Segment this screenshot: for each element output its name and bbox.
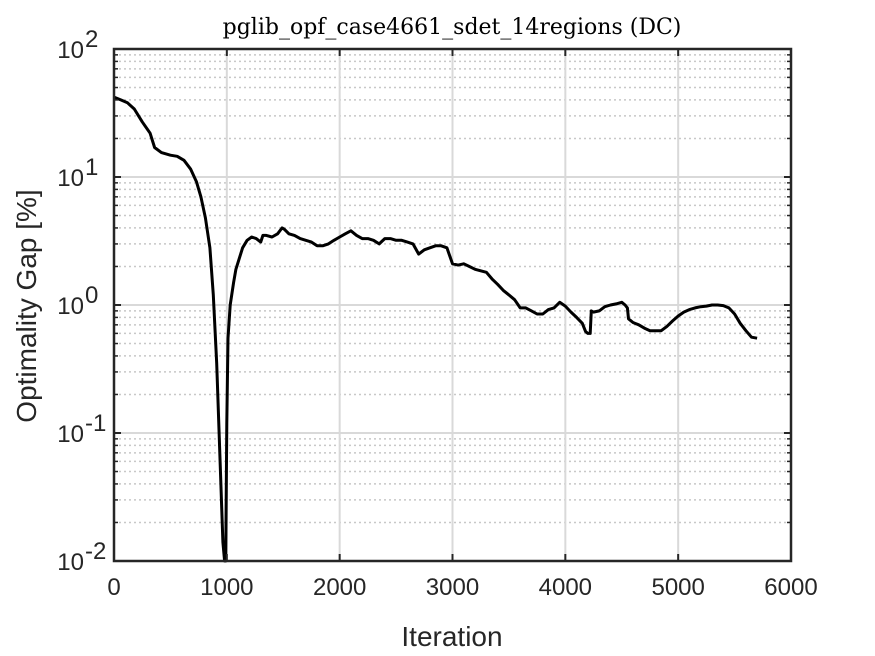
x-tick-label: 3000 [426, 574, 479, 601]
y-tick-label: 10 [57, 421, 84, 448]
x-tick-label: 0 [107, 574, 120, 601]
y-tick-label: 10 [57, 37, 84, 64]
chart-title: pglib_opf_case4661_sdet_14regions (DC) [223, 15, 682, 40]
x-tick-label: 6000 [764, 574, 817, 601]
x-tick-label: 1000 [200, 574, 253, 601]
y-axis-label: Optimality Gap [%] [11, 189, 42, 422]
x-tick-label: 2000 [313, 574, 366, 601]
x-tick-label: 5000 [651, 574, 704, 601]
y-tick-label: 10 [57, 293, 84, 320]
series-line [113, 95, 758, 563]
x-tick-label: 4000 [539, 574, 592, 601]
y-tick-label-exponent: -1 [85, 410, 106, 437]
y-tick-label-exponent: 2 [85, 26, 98, 53]
x-axis-label: Iteration [401, 621, 502, 652]
y-tick-label: 10 [57, 165, 84, 192]
y-tick-label-exponent: -2 [85, 538, 106, 565]
y-tick-label-exponent: 0 [85, 282, 98, 309]
y-tick-label: 10 [57, 549, 84, 576]
axes [112, 47, 793, 563]
y-tick-label-exponent: 1 [85, 154, 98, 181]
